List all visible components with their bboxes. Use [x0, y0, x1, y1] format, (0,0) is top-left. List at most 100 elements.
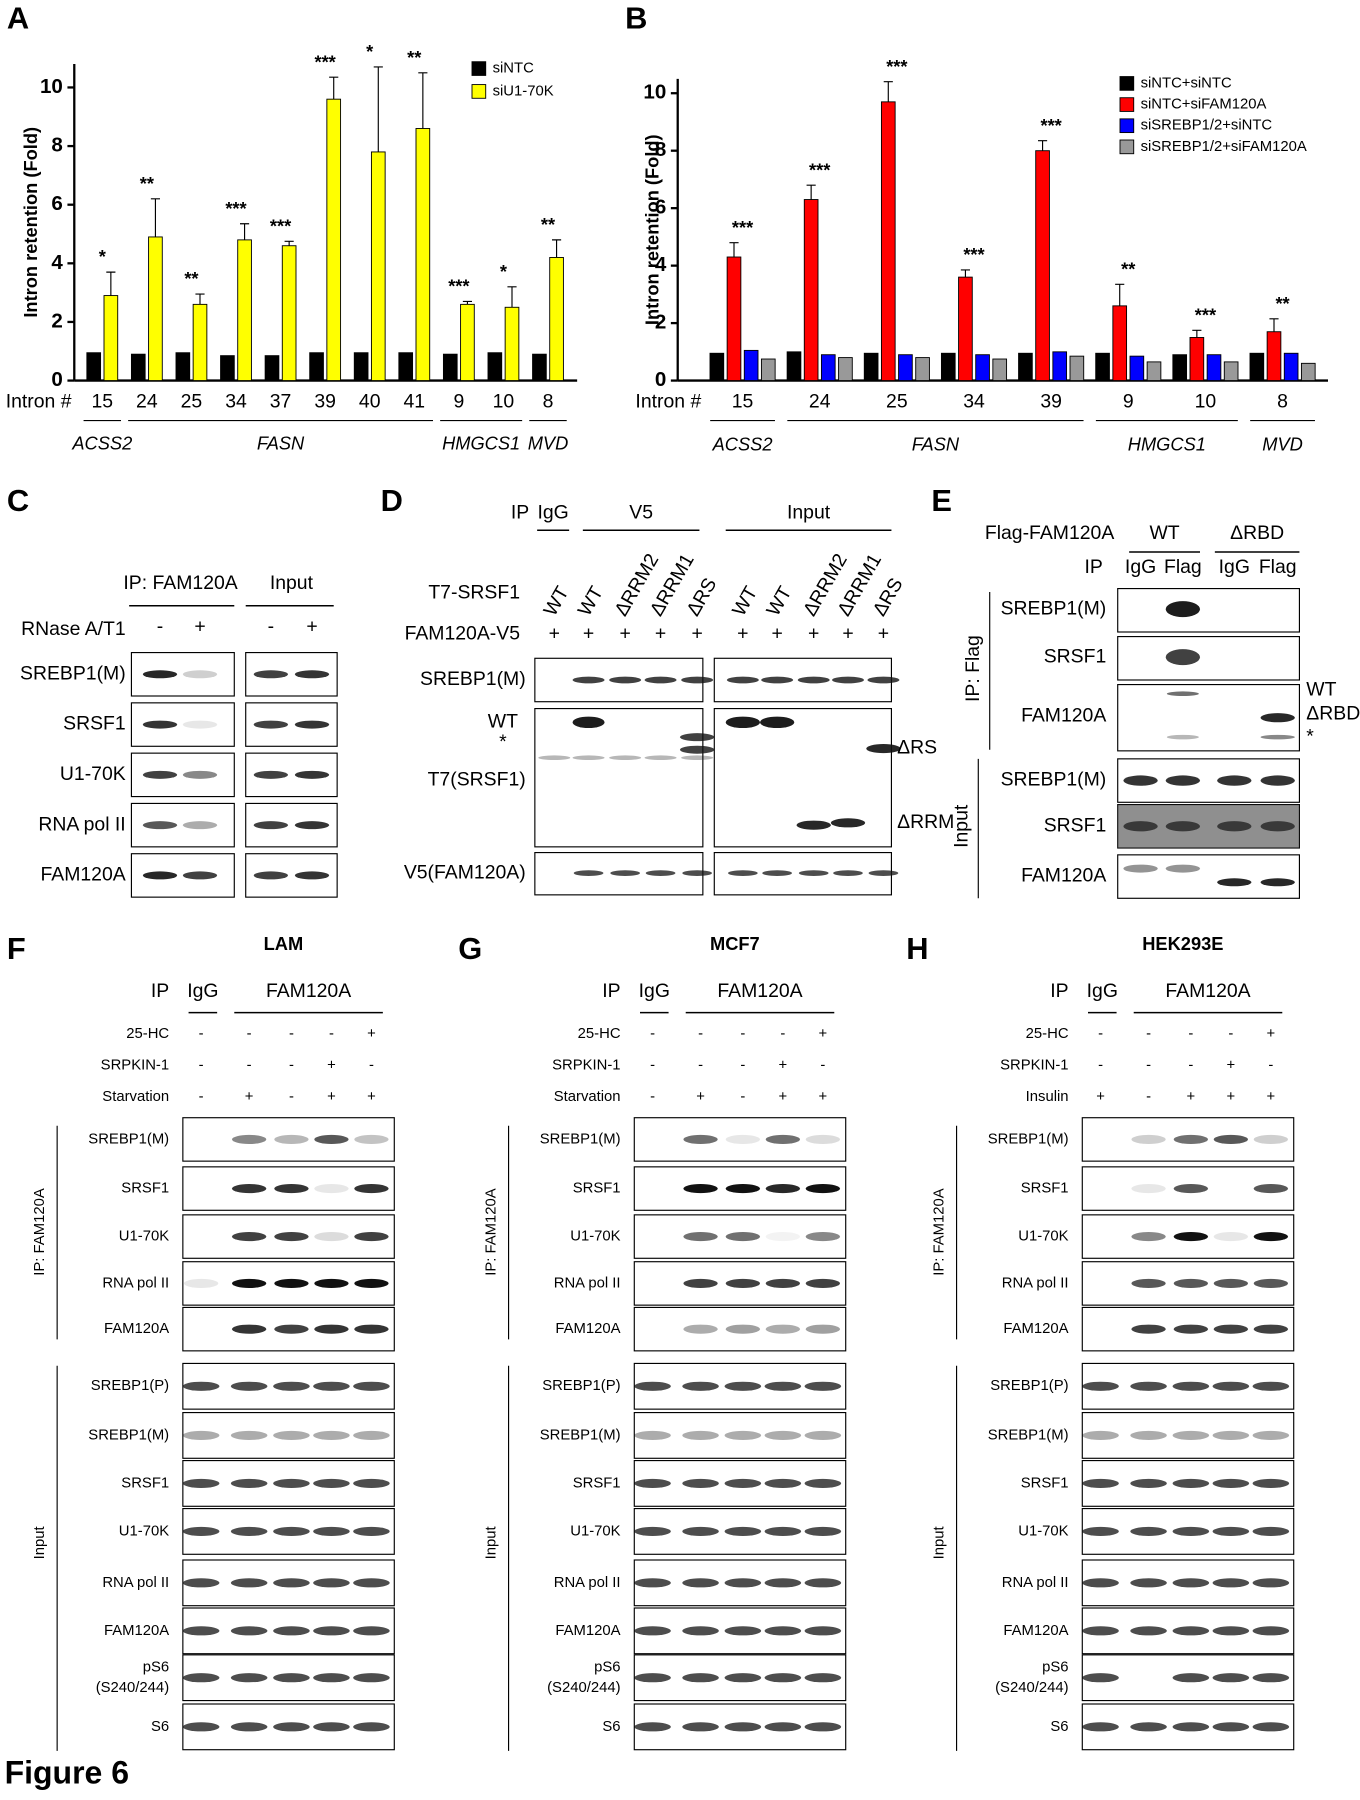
sign: + [878, 622, 889, 644]
sign: - [698, 1058, 703, 1074]
blot-band [832, 676, 864, 684]
sign: + [549, 622, 560, 644]
blot-band [1130, 1381, 1167, 1391]
blot-band [1082, 1381, 1119, 1391]
error-bar [960, 269, 970, 278]
blot-band [725, 1184, 760, 1194]
blot-band [680, 745, 715, 754]
blot-band [1131, 1184, 1166, 1194]
blot-band [804, 1526, 842, 1536]
x-tick-label: 39 [1040, 390, 1062, 412]
bar [838, 357, 853, 382]
blot-band [182, 1478, 220, 1488]
sign: + [819, 1026, 828, 1042]
blot-band [1131, 1324, 1166, 1334]
significance: ** [407, 47, 422, 68]
error-bar [552, 239, 562, 258]
legend-label: siSREBP1/2+siFAM120A [1141, 139, 1307, 155]
error-bar [507, 286, 517, 308]
blot-band [1082, 1578, 1119, 1588]
sign: + [655, 622, 666, 644]
blot-band [1130, 1626, 1167, 1636]
row-label: FAM120A [1021, 705, 1106, 727]
sign: + [691, 622, 702, 644]
blot-band [804, 1626, 842, 1636]
blot-band [724, 1526, 762, 1536]
blot-frame [1117, 587, 1300, 633]
blot-band [182, 1430, 220, 1440]
row-label: pS6 [594, 1659, 620, 1675]
blot-band [232, 1184, 267, 1194]
panel-letter: F [7, 931, 26, 966]
bar [1095, 352, 1110, 382]
blot-band [274, 1278, 309, 1288]
treatment-label: 25-HC [578, 1026, 621, 1042]
bar [915, 357, 930, 382]
error-bar [240, 223, 250, 240]
blot-band [724, 1478, 762, 1488]
significance: *** [225, 198, 247, 219]
legend-swatch [1119, 97, 1135, 112]
blot-band [683, 1324, 718, 1334]
sign: - [1098, 1058, 1103, 1074]
blot-band [232, 1232, 267, 1242]
blot-band [1130, 1578, 1167, 1588]
blot-band [765, 1324, 800, 1334]
blot-band [1131, 1278, 1166, 1288]
blot-band [764, 1526, 802, 1536]
blot-band [1165, 775, 1200, 786]
blot-band [230, 1430, 268, 1440]
error-bar [462, 300, 472, 305]
lane-label: Flag [1164, 556, 1202, 578]
blot-background [1117, 804, 1300, 848]
blot-band [804, 1673, 842, 1683]
bar [460, 303, 475, 382]
legend-label: siU1-70K [493, 83, 554, 99]
sign: + [327, 1089, 336, 1105]
legend-label: siSREBP1/2+siNTC [1141, 118, 1273, 134]
section-label: Input [32, 1525, 48, 1559]
blot-band [680, 733, 715, 742]
row-label: SRSF1 [1021, 1475, 1069, 1491]
sign: - [247, 1026, 252, 1042]
blot-band [765, 1278, 800, 1288]
y-tick-label: 6 [51, 192, 62, 215]
sign: - [157, 616, 163, 638]
treatment-label: Starvation [102, 1089, 169, 1105]
header: IgG [187, 980, 218, 1002]
sign: - [1268, 1058, 1273, 1074]
blot-band [353, 1673, 390, 1683]
blot-band [182, 720, 218, 729]
bar [709, 352, 725, 382]
blot-band [182, 1673, 220, 1683]
blot-band [682, 1673, 719, 1683]
blot-band [764, 1722, 802, 1732]
header: V5 [629, 501, 653, 523]
blot-band [1260, 775, 1295, 786]
y-tick-label: 2 [655, 311, 666, 334]
blot-band [725, 1324, 760, 1334]
sign: - [698, 1026, 703, 1042]
blot-band [314, 1184, 349, 1194]
blot-band [682, 1626, 719, 1636]
blot-band [313, 1626, 350, 1636]
row-label: SRSF1 [1044, 814, 1107, 836]
blot-band [353, 1578, 390, 1588]
sign: + [1267, 1026, 1276, 1042]
blot-band [682, 1578, 719, 1588]
bar [192, 303, 208, 382]
bar [86, 352, 102, 382]
bar [898, 354, 913, 382]
blot-band [142, 821, 178, 830]
blot-band [804, 1478, 842, 1488]
blot-band [634, 1578, 671, 1588]
blot-band [804, 1430, 842, 1440]
blot-band [273, 1478, 310, 1488]
lane-label: ΔRS [682, 574, 721, 620]
blot-frame [182, 1117, 395, 1162]
blot-band [1212, 1578, 1250, 1588]
blot-band [354, 1232, 389, 1242]
sign: - [780, 1026, 785, 1042]
blot-band [230, 1673, 268, 1683]
section-label: Input [950, 804, 972, 848]
